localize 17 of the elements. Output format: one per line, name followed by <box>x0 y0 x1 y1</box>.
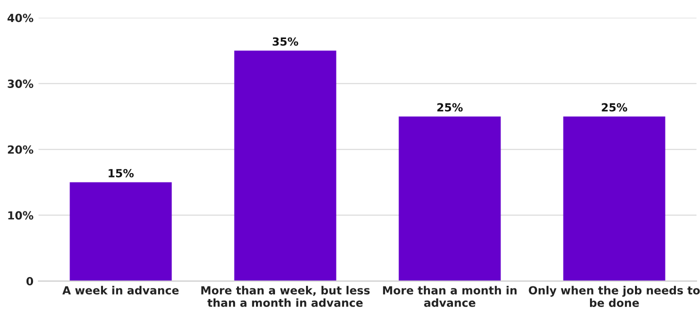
y-tick-label: 40% <box>8 14 34 22</box>
x-tick-label: More than a week, but less than a month in advance <box>201 286 370 307</box>
data-label: 25% <box>437 103 463 112</box>
bar <box>70 182 172 282</box>
data-label: 25% <box>602 103 628 112</box>
x-tick-label: Only when the job needs to be done <box>528 286 700 307</box>
bar <box>398 116 501 282</box>
y-tick-label: 30% <box>8 80 34 88</box>
x-tick-label: A week in advance <box>62 286 179 294</box>
bar <box>563 116 666 282</box>
y-tick-label: 0 <box>26 276 34 286</box>
bar <box>234 50 336 282</box>
data-label: 15% <box>108 168 134 178</box>
data-label: 35% <box>272 37 298 46</box>
x-tick-label: More than a month in advance <box>383 286 517 307</box>
y-tick-label: 10% <box>8 211 34 220</box>
y-tick-label: 20% <box>8 145 34 154</box>
